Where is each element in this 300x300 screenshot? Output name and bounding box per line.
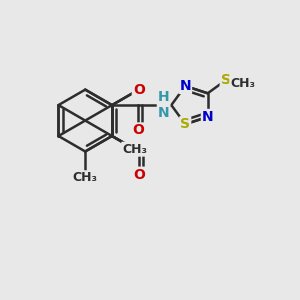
Text: H
N: H N xyxy=(158,90,170,120)
Text: S: S xyxy=(221,73,231,87)
Text: CH₃: CH₃ xyxy=(73,171,98,184)
Text: O: O xyxy=(133,168,145,182)
Text: N: N xyxy=(202,110,214,124)
Text: S: S xyxy=(180,117,190,131)
Text: O: O xyxy=(133,82,145,97)
Text: CH₃: CH₃ xyxy=(122,143,147,156)
Text: N: N xyxy=(179,79,191,93)
Text: CH₃: CH₃ xyxy=(230,77,255,90)
Text: O: O xyxy=(132,123,144,137)
